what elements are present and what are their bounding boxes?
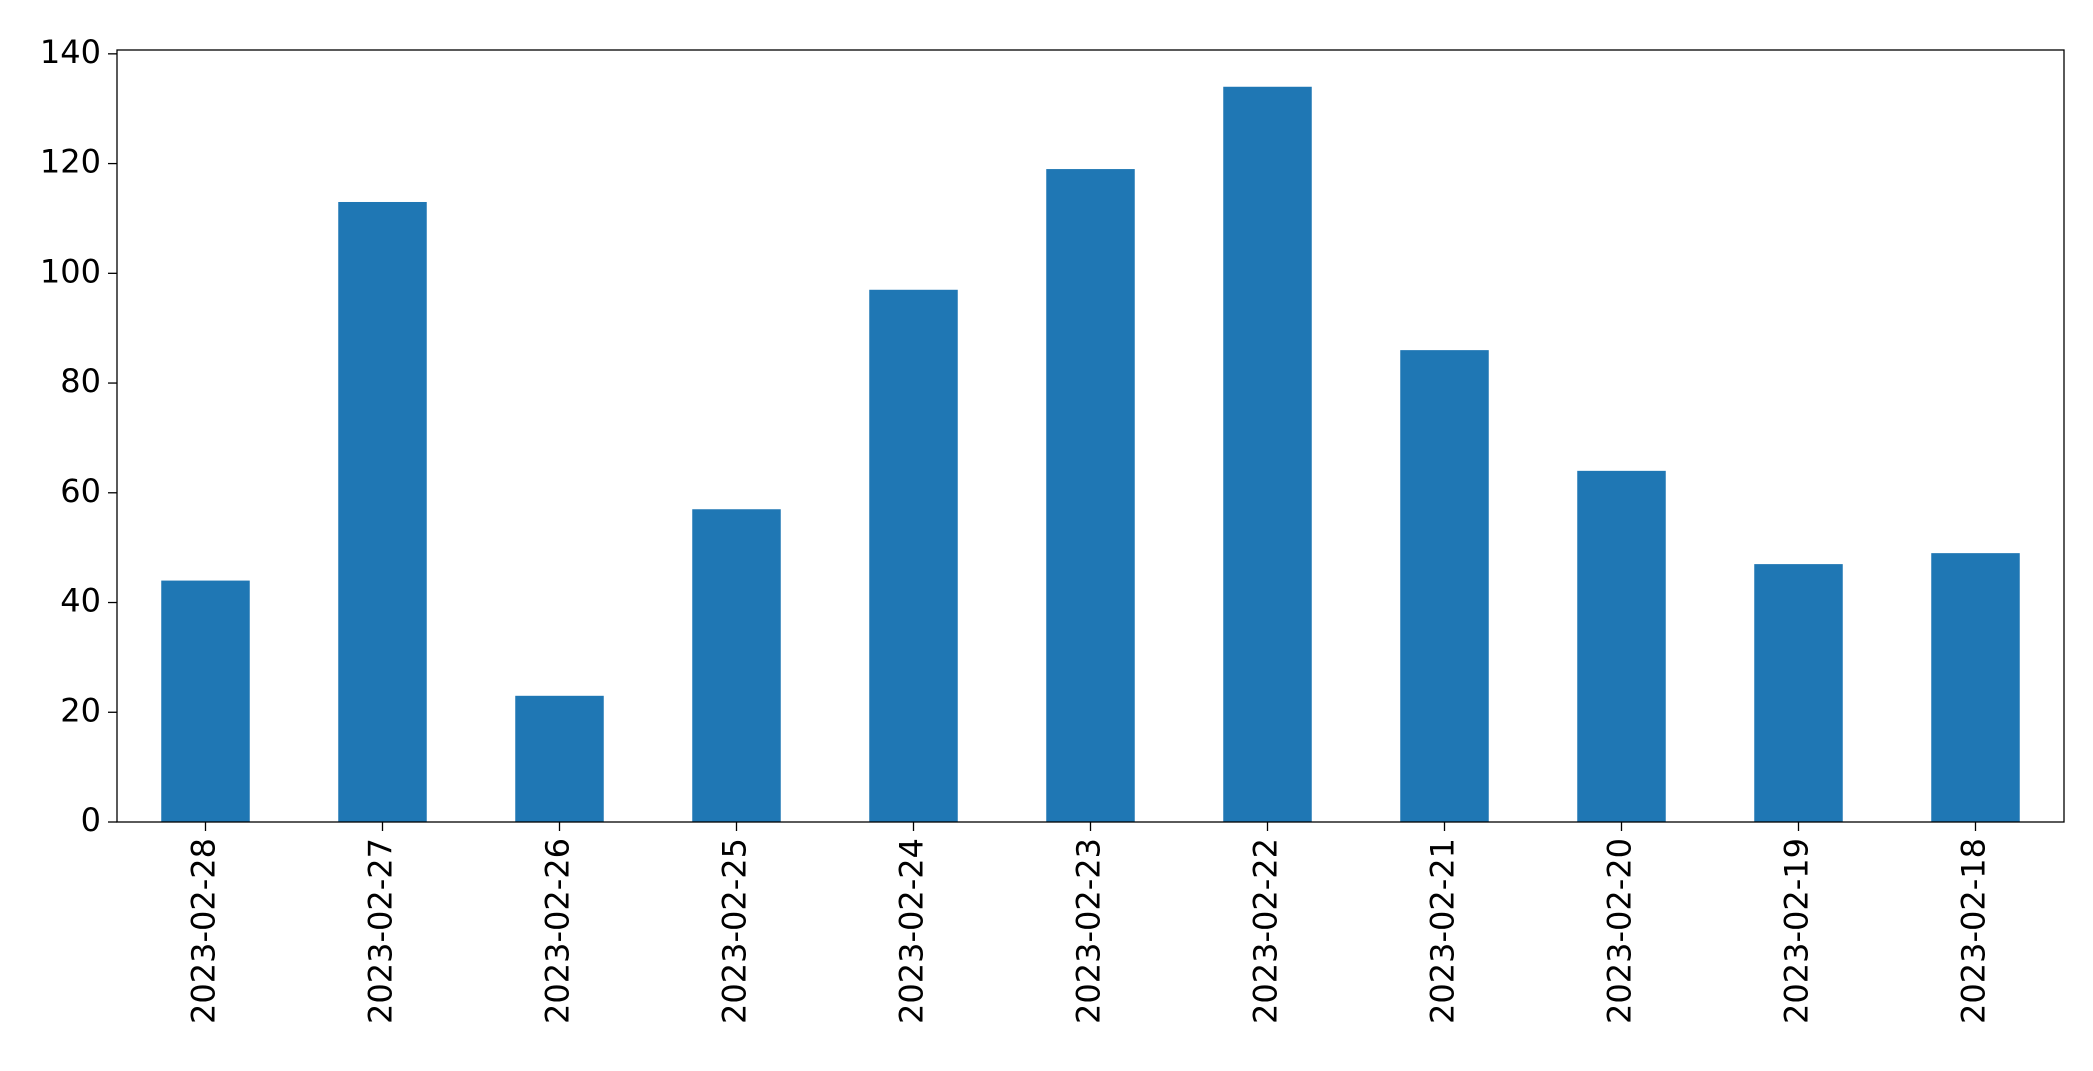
y-tick-label: 0 [81,801,101,839]
bar [1577,470,1666,822]
y-tick-label: 140 [40,33,101,71]
y-tick-label: 80 [60,362,101,400]
bar [338,201,427,822]
x-tick-label: 2023-02-22 [1247,838,1285,1024]
x-tick-label: 2023-02-26 [539,838,577,1024]
bar [869,289,958,823]
y-tick-label: 120 [40,143,101,181]
x-tick-label: 2023-02-20 [1601,838,1639,1024]
x-tick-label: 2023-02-28 [185,838,223,1024]
bar [1046,169,1135,822]
x-tick-label: 2023-02-19 [1778,838,1816,1024]
bar [1931,553,2020,822]
x-tick-label: 2023-02-18 [1955,838,1993,1024]
bar [1400,350,1489,822]
bar [515,695,604,822]
x-tick-label: 2023-02-24 [893,838,931,1024]
bar [1223,86,1312,822]
x-tick-label: 2023-02-23 [1070,838,1108,1024]
x-tick-label: 2023-02-25 [716,838,754,1024]
bar [161,580,250,822]
y-tick-label: 40 [60,582,101,620]
y-tick-label: 60 [60,472,101,510]
plot-frame [116,49,2065,823]
x-tick-label: 2023-02-21 [1424,838,1462,1024]
y-tick-label: 100 [40,252,101,290]
y-tick-label: 20 [60,691,101,729]
bar [1754,564,1843,822]
bar [692,509,781,822]
x-tick-label: 2023-02-27 [362,838,400,1024]
